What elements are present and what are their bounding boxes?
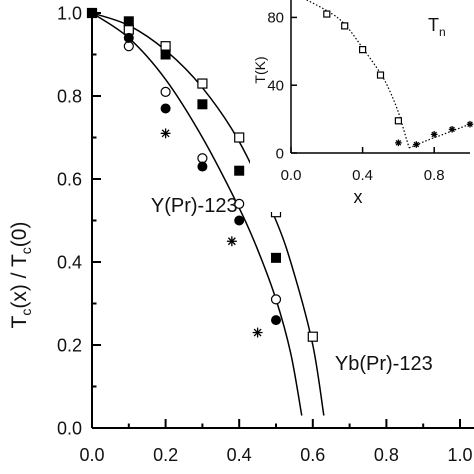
main-point-filled-circle [197, 161, 208, 172]
inset-point-asterisk [413, 141, 420, 148]
inset-axes [290, 0, 470, 154]
inset-y-tick-label: 40 [267, 77, 284, 94]
main-point-open-square [197, 78, 208, 89]
inset-ticks: 0.0 0.4 0.8 0 40 80 [267, 10, 444, 184]
main-x-tick-label: 0.2 [153, 445, 178, 465]
main-point-filled-square [160, 49, 171, 60]
main-point-filled-square [271, 252, 281, 263]
main-x-tick-label: 0.0 [79, 445, 104, 465]
inset-x-axis-label: x [354, 187, 363, 207]
inset-point-open-square [341, 22, 349, 30]
inset-y-tick-label: 80 [267, 10, 284, 27]
inset-y-tick-label: 0 [276, 145, 284, 162]
main-point-filled-square [234, 165, 245, 176]
main-plot: 0.0 0.2 0.4 0.6 0.8 1.0 0.0 0.2 0.4 0.6 0.8 1.0 Tc(… [8, 3, 474, 465]
main-x-tick-label: 0.6 [300, 445, 325, 465]
main-point-asterisk [252, 327, 263, 338]
main-point-open-circle [160, 86, 171, 97]
main-y-tick-label: 0.8 [57, 86, 82, 106]
main-point-open-circle [234, 198, 245, 209]
main-point-open-circle [270, 294, 282, 305]
main-ticks: 0.0 0.2 0.4 0.6 0.8 1.0 0.0 0.2 0.4 0.6 0.8 1.0 [57, 3, 473, 465]
annotation-ypr123: Y(Pr)-123 [151, 195, 238, 217]
inset-point-open-square [359, 46, 367, 54]
inset-point-open-square [323, 10, 331, 18]
inset-x-tick-label: 0.0 [281, 167, 302, 184]
main-point-filled-circle [234, 215, 245, 226]
inset-plot: 0.0 0.4 0.8 0 40 80 T(K) x Tn [250, 0, 474, 212]
main-point-filled-circle [271, 315, 281, 326]
inset-x-tick-label: 0.4 [352, 167, 373, 184]
main-point-open-square [307, 331, 318, 342]
main-point-filled-circle [123, 32, 134, 43]
main-x-tick-label: 0.4 [227, 445, 252, 465]
inset-point-open-square [376, 71, 385, 79]
inset-y-axis-label: T(K) [252, 56, 268, 83]
inset-point-asterisk [448, 125, 456, 133]
inset-legend-label: Tn [428, 15, 446, 39]
main-y-tick-label: 0.2 [57, 335, 82, 355]
inset-x-tick-label: 0.8 [424, 167, 445, 184]
main-point-open-circle [123, 41, 134, 52]
main-point-open-square [160, 41, 171, 52]
y-axis-label: Tc(x) / Tc(0) [8, 222, 34, 329]
main-x-tick-label: 0.8 [374, 445, 399, 465]
main-y-tick-label: 1.0 [57, 3, 82, 23]
main-point-asterisk [160, 128, 171, 139]
inset-point-asterisk [466, 120, 474, 128]
inset-fit-curve-1 [408, 123, 471, 149]
main-point-filled-square [123, 16, 134, 27]
main-point-open-circle [197, 153, 208, 164]
inset-point-open-square [394, 117, 402, 125]
inset-point-asterisk [395, 139, 402, 147]
inset-points [323, 10, 474, 148]
main-point-filled-square [197, 99, 208, 110]
main-x-tick-label: 1.0 [447, 445, 472, 465]
inset-background [250, 0, 474, 212]
main-y-tick-label: 0.0 [57, 418, 82, 438]
main-y-tick-label: 0.6 [57, 169, 82, 189]
annotation-ybpr123: Yb(Pr)-123 [335, 353, 433, 375]
main-point-open-square [234, 132, 245, 143]
inset-point-asterisk [430, 131, 438, 138]
main-point-filled-circle [160, 103, 171, 114]
main-fit-curve-0 [91, 12, 325, 416]
main-point-asterisk [226, 236, 237, 247]
main-y-tick-label: 0.4 [57, 252, 82, 272]
main-point-open-square [123, 24, 134, 35]
